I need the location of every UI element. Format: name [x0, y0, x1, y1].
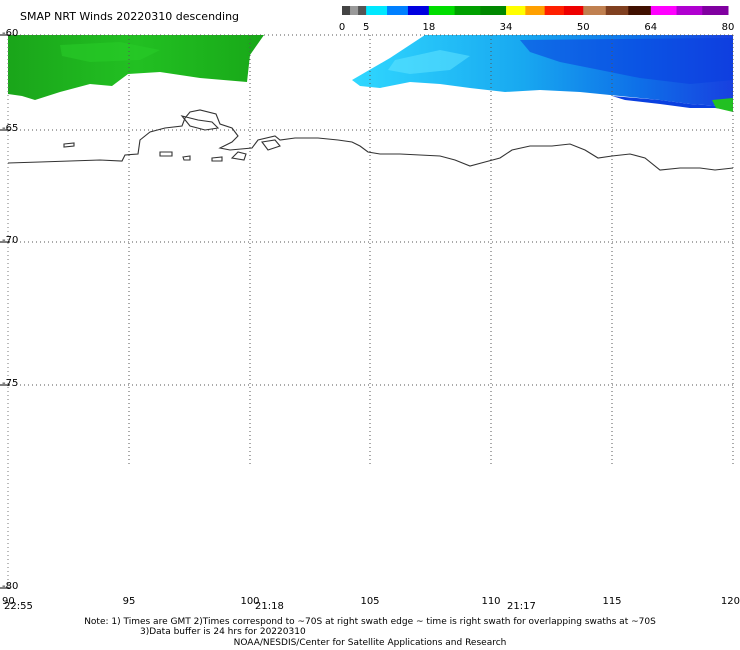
longitude-label: 115: [602, 596, 621, 607]
longitude-label: 90: [2, 596, 15, 607]
colorbar-tick-label: 64: [644, 22, 657, 33]
antarctic-coastline: [7, 109, 734, 171]
colorbar-swatch: [480, 6, 507, 15]
footer-credit: NOAA/NESDIS/Center for Satellite Applica…: [233, 638, 507, 648]
wind-speed-colorbar: 0 5 18 34 50 64 80: [339, 6, 735, 33]
colorbar-swatch: [342, 6, 351, 15]
colorbar-swatch: [454, 6, 481, 15]
longitude-label: 105: [360, 596, 379, 607]
latitude-label: -80: [2, 581, 18, 592]
colorbar-swatch: [387, 6, 409, 15]
wind-swath-right: [352, 35, 733, 112]
colorbar-tick-label: 0: [339, 22, 345, 33]
colorbar-swatch: [702, 6, 729, 15]
colorbar-swatch: [650, 6, 678, 15]
lat-lon-grid: [7, 34, 734, 588]
swath-time-right: 21:17: [507, 601, 536, 612]
colorbar-swatch: [358, 6, 367, 15]
latitude-label: -65: [2, 123, 18, 134]
colorbar-swatch: [506, 6, 526, 15]
colorbar-swatch: [350, 6, 359, 15]
colorbar-swatch: [605, 6, 629, 15]
swath-time-left: 22:55: [4, 601, 33, 612]
wind-swath-left: [8, 35, 264, 100]
footer-note-line2: 3)Data buffer is 24 hrs for 20220310: [140, 627, 306, 637]
colorbar-swatch: [544, 6, 565, 15]
longitude-labels: 90 95 100 105 110 115 120: [2, 596, 740, 607]
colorbar-tick-label: 80: [722, 22, 735, 33]
colorbar-swatch: [428, 6, 456, 15]
longitude-label: 100: [240, 596, 259, 607]
colorbar-tick-label: 34: [500, 22, 513, 33]
colorbar-swatch: [676, 6, 703, 15]
latitude-labels: -60 -65 -70 -75 -80: [0, 28, 18, 592]
footer-note-line1: Note: 1) Times are GMT 2)Times correspon…: [84, 617, 656, 627]
longitude-label: 95: [123, 596, 136, 607]
colorbar-swatch: [366, 6, 388, 15]
latitude-label: -75: [2, 378, 18, 389]
longitude-label: 120: [721, 596, 740, 607]
colorbar-swatch: [563, 6, 584, 15]
colorbar-swatch: [628, 6, 652, 15]
map-title: SMAP NRT Winds 20220310 descending: [20, 10, 239, 23]
colorbar-tick-label: 5: [363, 22, 369, 33]
colorbar-tick-label: 50: [577, 22, 590, 33]
colorbar-swatch: [407, 6, 430, 15]
latitude-label: -70: [2, 235, 18, 246]
longitude-label: 110: [481, 596, 500, 607]
colorbar-swatch: [525, 6, 546, 15]
colorbar-swatch: [583, 6, 607, 15]
latitude-label: -60: [2, 28, 18, 39]
swath-time-middle: 21:18: [255, 601, 284, 612]
colorbar-tick-label: 18: [422, 22, 435, 33]
